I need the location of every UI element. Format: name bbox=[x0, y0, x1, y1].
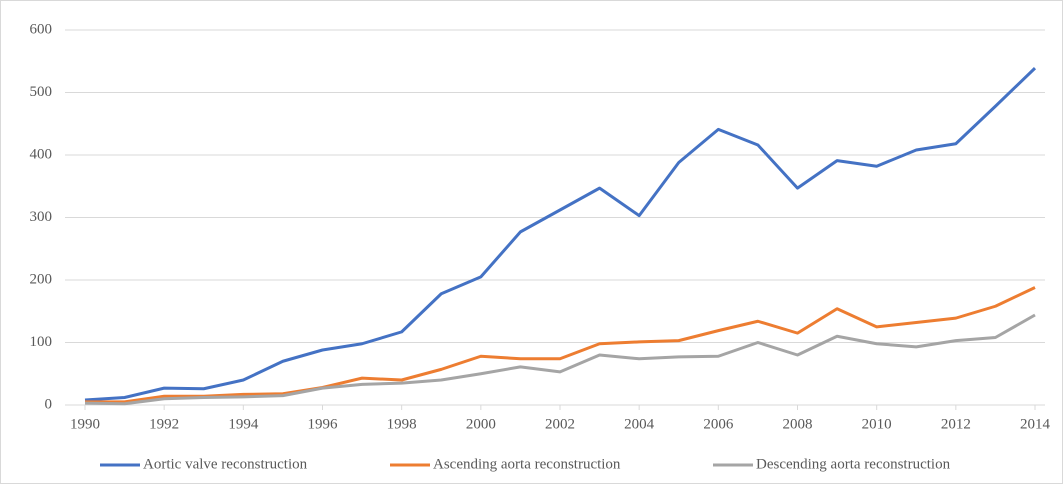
y-tick-label: 0 bbox=[45, 396, 53, 412]
legend-label: Descending aorta reconstruction bbox=[756, 456, 951, 472]
x-tick-label: 1994 bbox=[228, 416, 259, 432]
x-tick-label: 2012 bbox=[941, 416, 971, 432]
x-tick-label: 1996 bbox=[308, 416, 339, 432]
x-tick-label: 2008 bbox=[783, 416, 813, 432]
series-line bbox=[85, 286, 1036, 404]
series-line bbox=[84, 313, 1036, 406]
series-line bbox=[84, 67, 1037, 402]
x-tick-label: 1992 bbox=[149, 416, 179, 432]
y-tick-label: 100 bbox=[30, 334, 53, 350]
y-tick-label: 600 bbox=[30, 21, 53, 37]
x-tick-label: 2014 bbox=[1020, 416, 1051, 432]
y-tick-label: 200 bbox=[30, 271, 53, 287]
y-tick-label: 500 bbox=[30, 84, 53, 100]
x-tick-label: 2010 bbox=[862, 416, 892, 432]
x-tick-label: 1998 bbox=[387, 416, 417, 432]
x-tick-label: 2006 bbox=[703, 416, 734, 432]
x-tick-label: 1990 bbox=[70, 416, 100, 432]
x-tick-label: 2004 bbox=[624, 416, 655, 432]
x-tick-label: 2002 bbox=[545, 416, 575, 432]
legend-label: Ascending aorta reconstruction bbox=[433, 456, 621, 472]
legend-label: Aortic valve reconstruction bbox=[143, 456, 308, 472]
x-tick-label: 2000 bbox=[466, 416, 496, 432]
y-tick-label: 400 bbox=[30, 146, 53, 162]
y-tick-label: 300 bbox=[30, 209, 53, 225]
